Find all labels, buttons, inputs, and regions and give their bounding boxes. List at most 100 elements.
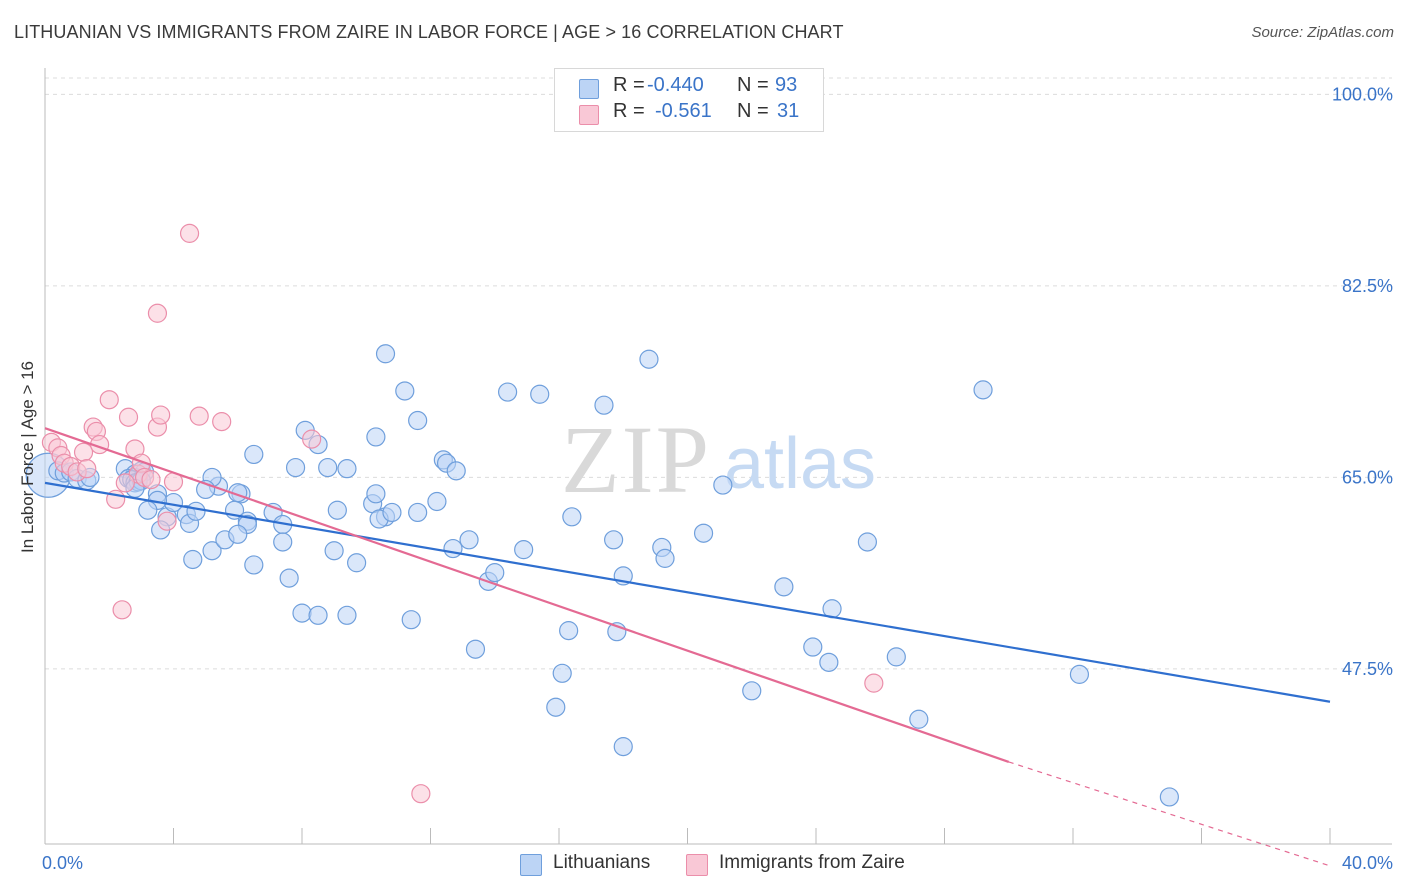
- y-tick-label: 65.0%: [1342, 467, 1393, 487]
- lithuanian-point: [138, 500, 158, 520]
- lithuanian-point: [183, 549, 203, 570]
- source-label: Source: ZipAtlas.com: [1251, 24, 1394, 41]
- zaire-point: [411, 784, 431, 804]
- legend-r-value: -0.561: [655, 100, 712, 122]
- watermark: ZIP atlas: [561, 406, 876, 513]
- legend-n-label: N =: [737, 74, 775, 96]
- y-tick-label: 100.0%: [1332, 84, 1393, 104]
- zaire-point: [99, 390, 119, 410]
- bottom-legend-label: Immigrants from Zaire: [719, 852, 905, 873]
- lithuanian-point: [395, 381, 415, 401]
- watermark-zip: ZIP: [561, 406, 711, 513]
- lithuanian-point: [285, 457, 306, 478]
- lithuanian-point: [228, 524, 248, 544]
- lithuanian-point: [530, 384, 550, 404]
- lithuanian-point: [613, 737, 633, 757]
- lithuanian-point: [202, 541, 222, 561]
- y-tick-label: 82.5%: [1342, 276, 1393, 296]
- lithuanian-point: [279, 568, 299, 588]
- lithuanian-point: [819, 652, 839, 672]
- lithuanian-point: [909, 709, 929, 729]
- lithuanian-point: [292, 603, 312, 623]
- x-tick-label-min: 0.0%: [42, 853, 83, 873]
- zaire-point: [77, 459, 97, 479]
- legend-n-label: N =: [737, 100, 775, 122]
- lithuanian-point: [803, 637, 823, 657]
- lithuanian-point: [324, 541, 344, 561]
- zaire-point: [864, 673, 884, 693]
- y-axis-label: In Labor Force | Age > 16: [18, 360, 37, 554]
- legend-r-value: -0.440: [647, 74, 704, 96]
- lithuanian-point: [366, 484, 386, 504]
- lithuanian-point: [742, 681, 762, 701]
- lithuanian-point: [375, 344, 396, 364]
- lithuanian-point: [693, 523, 714, 543]
- lithuanian-point: [366, 427, 386, 447]
- lithuanian-point: [562, 507, 582, 527]
- tick-label-layer: 47.5% 65.0% 82.5% 100.0% 0.0% 40.0%: [42, 84, 1393, 873]
- lithuanian-point: [546, 697, 566, 717]
- x-tick-label-max: 40.0%: [1342, 853, 1393, 873]
- zaire-point: [147, 303, 168, 323]
- lithuanian-point: [446, 461, 466, 481]
- zaire-point: [151, 405, 171, 425]
- lithuanian-point: [459, 530, 479, 550]
- correlation-legend: R = -0.440 N = 93 R = -0.561 N = 31: [554, 68, 824, 132]
- lithuanian-point: [655, 548, 675, 568]
- lithuanian-point: [244, 444, 264, 465]
- lithuanian-point: [186, 501, 206, 521]
- lithuanian-point: [273, 532, 293, 552]
- lithuanian-trend-line: [44, 481, 1331, 703]
- lithuanian-point: [973, 380, 993, 400]
- lithuanian-point: [408, 410, 428, 431]
- watermark-atlas: atlas: [724, 424, 876, 504]
- lithuanian-point: [347, 553, 367, 573]
- lithuanian-point: [465, 639, 486, 659]
- zaire-trend-line: [44, 427, 1010, 763]
- bottom-legend-swatch-pink: [686, 854, 708, 876]
- lithuanian-point: [559, 621, 579, 641]
- zaire-point: [115, 473, 135, 493]
- bottom-legend-swatch-blue: [520, 854, 542, 876]
- legend-swatch-pink: [579, 105, 599, 125]
- lithuanian-point: [604, 530, 624, 550]
- y-tick-label: 47.5%: [1342, 659, 1393, 679]
- trend-layer: [44, 427, 1331, 867]
- lithuanian-point: [308, 605, 328, 625]
- legend-n-value: 31: [777, 100, 800, 122]
- lithuanian-point: [552, 663, 572, 683]
- chart-title: LITHUANIAN VS IMMIGRANTS FROM ZAIRE IN L…: [14, 22, 844, 42]
- lithuanian-point: [427, 491, 447, 512]
- points-layer: [25, 223, 1179, 807]
- legend-r-label: R =: [613, 100, 651, 122]
- lithuanian-point: [443, 538, 463, 559]
- zaire-point: [157, 511, 177, 531]
- zaire-point: [189, 406, 209, 426]
- lithuanian-point: [382, 502, 402, 523]
- lithuanian-point: [408, 502, 428, 523]
- lithuanian-point: [485, 563, 505, 583]
- lithuanian-point: [857, 532, 878, 552]
- zaire-point: [302, 429, 322, 449]
- lithuanian-point: [318, 457, 338, 478]
- lithuanian-point: [327, 500, 347, 520]
- zaire-point: [141, 470, 161, 490]
- lithuanian-point: [337, 605, 357, 625]
- zaire-point: [118, 407, 139, 427]
- lithuanian-point: [337, 459, 357, 479]
- bottom-legend-label: Lithuanians: [553, 852, 651, 873]
- lithuanian-point: [1069, 664, 1090, 684]
- zaire-trend-extension: [1008, 761, 1331, 867]
- zaire-point: [73, 442, 94, 462]
- lithuanian-point: [713, 475, 733, 495]
- zaire-point: [112, 600, 132, 620]
- legend-r-label: R =: [613, 74, 651, 96]
- lithuanian-point: [774, 577, 794, 597]
- lithuanian-point: [594, 395, 614, 415]
- lithuanian-point: [498, 382, 518, 402]
- lithuanian-point: [401, 610, 421, 630]
- zaire-point: [179, 223, 200, 243]
- lithuanian-point: [886, 647, 906, 667]
- legend-n-value: 93: [775, 74, 798, 96]
